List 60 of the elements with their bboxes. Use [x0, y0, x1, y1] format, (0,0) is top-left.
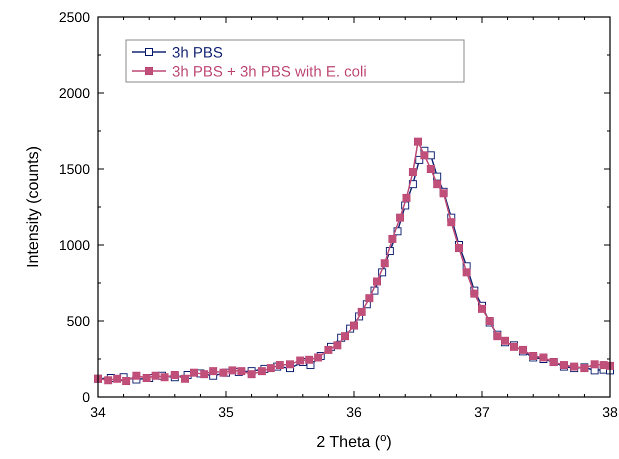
point	[209, 367, 218, 376]
point	[219, 368, 228, 377]
legend-label: 3h PBS + 3h PBS with E. coli	[172, 63, 367, 80]
y-tick-label: 1500	[58, 160, 90, 177]
point	[160, 373, 169, 382]
point	[373, 277, 382, 286]
point	[470, 290, 478, 298]
y-tick-label: 2500	[58, 8, 90, 25]
point	[142, 374, 151, 382]
point	[414, 138, 422, 146]
point	[341, 332, 350, 340]
point	[396, 214, 404, 222]
x-tick-label: 35	[218, 404, 234, 420]
point	[324, 346, 332, 354]
legend-label: 3h PBS	[172, 44, 223, 62]
point	[305, 356, 314, 364]
point	[426, 165, 435, 173]
x-tick-label: 36	[346, 404, 362, 420]
point	[462, 268, 471, 276]
point	[365, 294, 374, 302]
y-axis-title: Intensity (counts)	[25, 146, 42, 268]
point	[388, 234, 396, 243]
point	[408, 168, 417, 176]
point	[190, 368, 198, 377]
point	[478, 304, 486, 313]
point	[200, 370, 208, 378]
point	[122, 377, 130, 386]
y-tick-label: 2000	[58, 84, 90, 101]
point	[380, 259, 389, 268]
x-tick-label: 34	[90, 404, 106, 420]
point	[286, 360, 294, 368]
point	[228, 366, 236, 374]
y-tick-label: 1000	[58, 236, 90, 253]
point	[296, 356, 304, 365]
point	[590, 360, 599, 368]
point	[433, 180, 442, 188]
point	[170, 370, 179, 379]
x-tick-label: 38	[602, 404, 618, 420]
x-tick-label: 37	[474, 404, 490, 420]
point	[132, 372, 140, 380]
y-tick-label: 0	[82, 388, 90, 405]
point	[276, 361, 284, 370]
point	[350, 322, 358, 330]
point	[258, 367, 266, 376]
point	[454, 244, 463, 252]
point	[152, 372, 160, 380]
point	[181, 374, 190, 383]
point	[266, 364, 275, 372]
point	[113, 374, 122, 383]
x-axis-title: 2 Theta ($^{o}$)	[316, 432, 392, 451]
point	[358, 308, 366, 316]
point	[104, 376, 112, 384]
point	[248, 370, 256, 378]
point	[402, 194, 410, 202]
point	[447, 218, 456, 226]
point	[237, 367, 246, 376]
y-tick-label: 500	[66, 312, 90, 329]
point	[333, 341, 342, 350]
point	[314, 353, 322, 362]
point	[420, 151, 428, 160]
